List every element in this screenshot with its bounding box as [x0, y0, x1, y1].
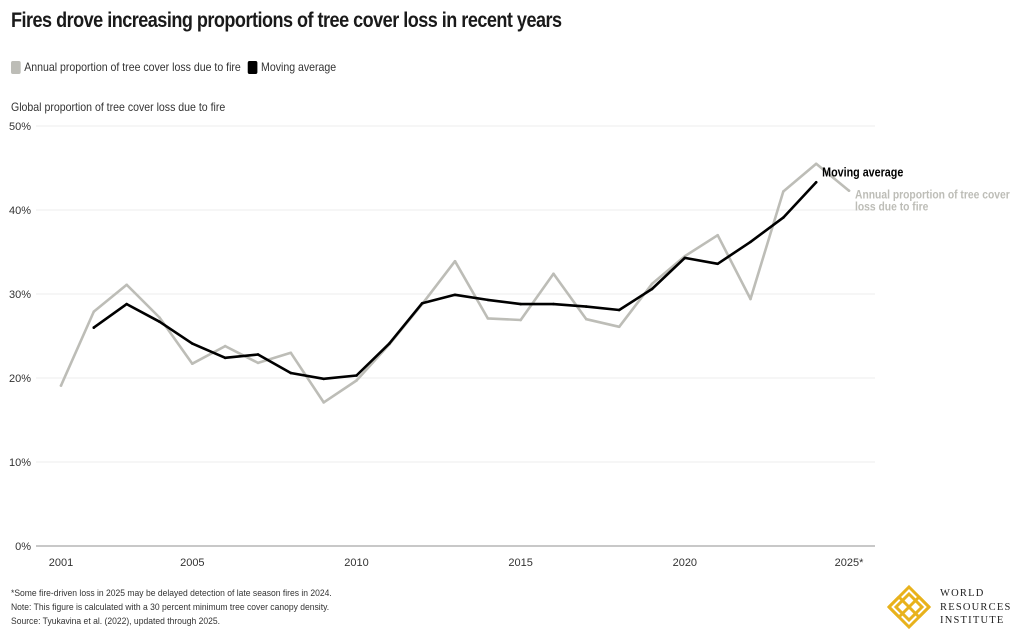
data-point-annual [585, 317, 588, 321]
logo-line-world: WORLD [940, 588, 985, 599]
moving-average-end-label: Moving average [822, 166, 904, 180]
data-point-moving-average [683, 256, 687, 260]
y-tick-label: 50% [9, 121, 31, 133]
x-tick-label: 2005 [180, 557, 204, 569]
legend-label-moving-average: Moving average [261, 60, 337, 74]
wri-logo-text: WORLD RESOURCES INSTITUTE [940, 587, 1011, 628]
data-point-moving-average [355, 374, 358, 377]
annual-end-label-line-2: loss due to fire [855, 201, 928, 214]
data-point-moving-average [158, 320, 161, 324]
data-point-annual [191, 362, 194, 366]
data-point-annual [256, 361, 260, 365]
x-tick-label: 2001 [49, 557, 73, 569]
data-point-moving-average [552, 302, 555, 306]
y-tick-label: 10% [9, 457, 31, 469]
data-point-moving-average [322, 377, 325, 381]
x-tick-label: 2025* [835, 557, 864, 569]
chart-title: Fires drove increasing proportions of tr… [11, 9, 562, 32]
wri-logo-mark-icon [886, 584, 932, 630]
data-point-annual [322, 401, 325, 404]
data-point-moving-average [453, 293, 457, 297]
y-tick-label: 20% [9, 373, 31, 385]
series-line-annual [59, 162, 851, 404]
legend-swatch-annual [11, 60, 21, 74]
legend-swatch-moving-average [247, 60, 258, 74]
data-point-moving-average [519, 302, 522, 306]
footnote-canopy-density: Note: This figure is calculated with a 3… [11, 602, 330, 613]
data-point-annual [716, 233, 719, 237]
data-point-annual [92, 310, 96, 313]
data-point-annual [453, 259, 457, 263]
data-point-moving-average [289, 371, 293, 375]
data-point-moving-average [749, 240, 752, 244]
legend-label-annual: Annual proportion of tree cover loss due… [24, 60, 241, 74]
data-point-annual [59, 384, 63, 387]
data-point-annual [223, 344, 227, 348]
logo-line-institute: INSTITUTE [940, 615, 1005, 626]
line-chart: 0% 10% 20% 30% 40% 50% 2001 2005 2010 2015 2020 202… [9, 121, 1010, 569]
data-point-moving-average [420, 301, 424, 305]
data-point-annual [749, 297, 752, 301]
data-point-annual [847, 189, 851, 192]
data-point-annual [814, 162, 818, 166]
x-tick-label: 2015 [508, 557, 532, 569]
y-tick-label: 0% [15, 541, 31, 553]
y-axis-title: Global proportion of tree cover loss due… [11, 100, 226, 114]
data-point-annual [158, 316, 161, 319]
data-point-moving-average [256, 353, 260, 356]
data-point-moving-average [650, 287, 654, 291]
data-point-moving-average [388, 342, 391, 345]
data-point-moving-average [617, 308, 621, 312]
x-tick-label: 2020 [673, 557, 697, 569]
legend-item-moving-average: Moving average [247, 60, 337, 74]
data-point-moving-average [191, 342, 194, 345]
legend-item-annual: Annual proportion of tree cover loss due… [11, 60, 241, 74]
data-point-moving-average [125, 302, 128, 306]
footnote-source: Source: Tyukavina et al. (2022), updated… [11, 616, 220, 627]
wri-logo: WORLD RESOURCES INSTITUTE [886, 584, 1016, 632]
data-point-moving-average [782, 216, 785, 219]
data-point-annual [552, 272, 555, 276]
annual-end-label-line-1: Annual proportion of tree cover [855, 189, 1010, 202]
data-point-annual [486, 317, 490, 320]
data-point-annual [519, 318, 522, 322]
y-tick-label: 40% [9, 205, 31, 217]
series-line-moving-average [92, 181, 818, 381]
data-point-moving-average [223, 356, 227, 360]
data-point-annual [617, 325, 621, 329]
data-point-annual [782, 190, 785, 193]
data-point-annual [289, 351, 293, 355]
footnotes: *Some fire-driven loss in 2025 may be de… [11, 587, 332, 629]
logo-line-resources: RESOURCES [940, 601, 1012, 613]
data-point-moving-average [585, 305, 588, 308]
data-point-moving-average [92, 326, 96, 329]
data-point-annual [125, 283, 128, 287]
x-tick-label: 2010 [344, 557, 368, 569]
data-point-moving-average [716, 262, 719, 266]
y-tick-label: 30% [9, 289, 31, 301]
footnote-delayed-detection: *Some fire-driven loss in 2025 may be de… [11, 588, 332, 599]
data-point-annual [355, 379, 358, 382]
data-point-annual [650, 282, 654, 286]
legend: Annual proportion of tree cover loss due… [11, 58, 343, 76]
data-point-moving-average [814, 180, 818, 184]
data-point-moving-average [486, 298, 490, 302]
